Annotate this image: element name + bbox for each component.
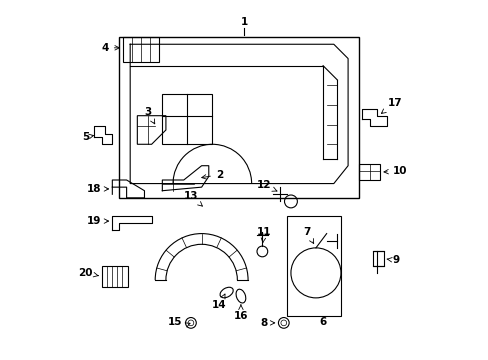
Text: 19: 19 — [86, 216, 108, 226]
Text: 4: 4 — [101, 43, 119, 53]
Bar — [119, 37, 358, 198]
Text: 15: 15 — [167, 317, 182, 327]
Text: 8: 8 — [260, 318, 274, 328]
Bar — [372, 251, 383, 266]
Text: 2: 2 — [202, 170, 223, 180]
Text: 6: 6 — [319, 317, 326, 327]
Text: 3: 3 — [144, 107, 154, 124]
Text: 10: 10 — [383, 166, 407, 176]
Text: 5: 5 — [81, 132, 93, 142]
Bar — [358, 164, 380, 180]
Text: 20: 20 — [78, 268, 98, 278]
Text: 11: 11 — [256, 227, 271, 243]
Bar — [162, 94, 212, 144]
Text: 13: 13 — [183, 191, 202, 206]
Bar — [102, 266, 128, 287]
Bar — [123, 37, 159, 62]
Text: 17: 17 — [381, 98, 401, 113]
Text: 1: 1 — [241, 17, 247, 27]
Text: 18: 18 — [86, 184, 108, 194]
Text: 12: 12 — [256, 180, 276, 191]
Bar — [287, 216, 340, 316]
Text: 9: 9 — [386, 255, 399, 265]
Text: 14: 14 — [212, 294, 226, 310]
Text: 16: 16 — [233, 305, 248, 321]
Text: 7: 7 — [303, 227, 313, 243]
